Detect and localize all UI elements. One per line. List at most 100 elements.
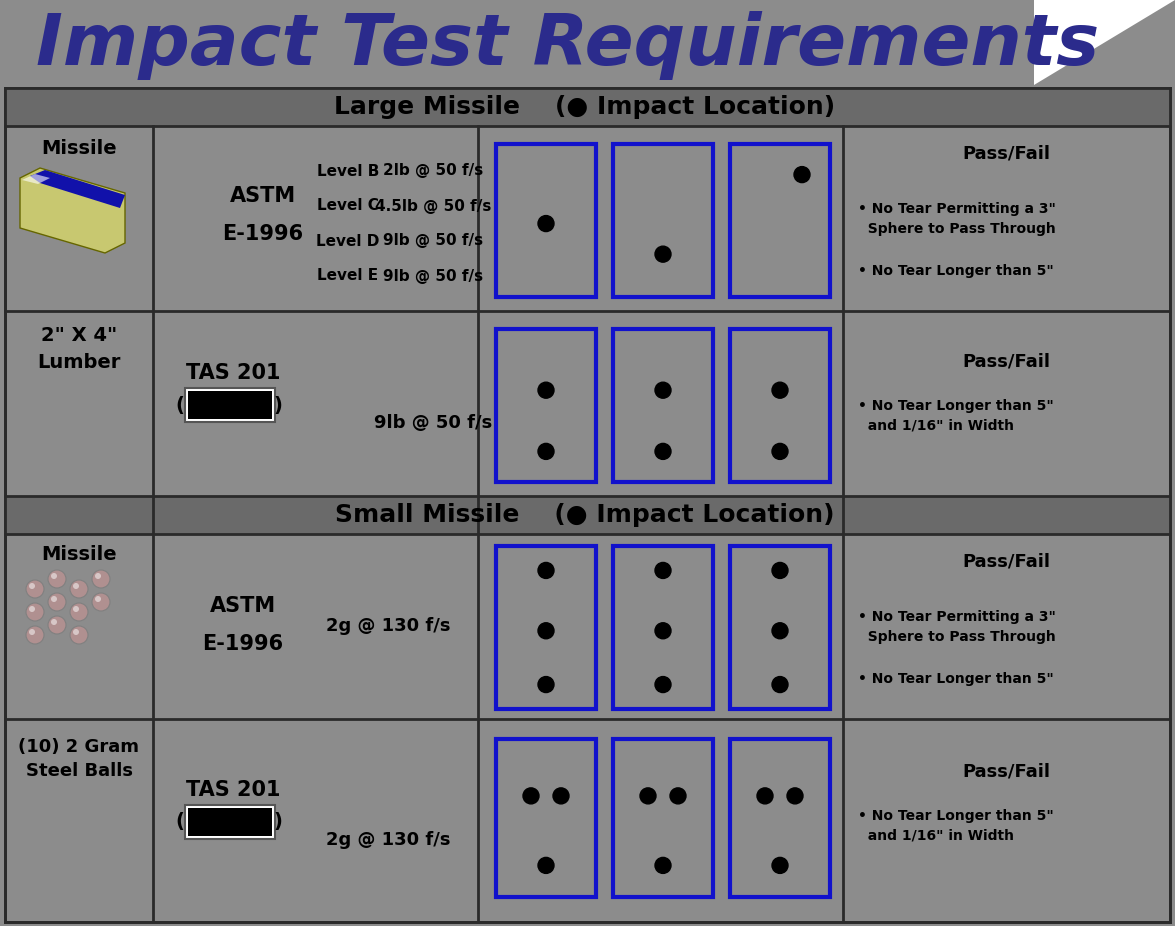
Circle shape [73, 629, 79, 635]
Text: E-1996: E-1996 [222, 224, 303, 244]
Circle shape [538, 216, 553, 232]
Text: Level E: Level E [317, 269, 378, 283]
Bar [188, 391, 271, 419]
Circle shape [51, 596, 58, 602]
Bar [613, 546, 713, 709]
Circle shape [772, 677, 788, 693]
Text: 9lb @ 50 f/s: 9lb @ 50 f/s [383, 233, 483, 248]
Circle shape [757, 788, 773, 804]
Text: TAS 201: TAS 201 [186, 780, 281, 800]
Text: (10) 2 Gram
Steel Balls: (10) 2 Gram Steel Balls [19, 737, 140, 781]
Bar [730, 739, 830, 897]
Text: 9lb @ 50 f/s: 9lb @ 50 f/s [374, 414, 492, 432]
Circle shape [26, 580, 43, 598]
Text: 2g @ 130 f/s: 2g @ 130 f/s [325, 831, 450, 849]
Text: • No Tear Longer than 5"
  and 1/16" in Width: • No Tear Longer than 5" and 1/16" in Wi… [858, 809, 1054, 843]
Polygon shape [1034, 0, 1175, 85]
Bar [5, 496, 1170, 534]
Circle shape [772, 382, 788, 398]
Text: (: ( [175, 812, 184, 832]
Text: • No Tear Longer than 5": • No Tear Longer than 5" [858, 672, 1054, 686]
Circle shape [772, 857, 788, 873]
Circle shape [26, 603, 43, 621]
Circle shape [95, 596, 101, 602]
Bar [496, 546, 596, 709]
Bar [184, 388, 275, 422]
Circle shape [654, 623, 671, 639]
Text: Pass/Fail: Pass/Fail [962, 553, 1050, 571]
Circle shape [70, 580, 88, 598]
Circle shape [538, 382, 553, 398]
Bar [613, 144, 713, 297]
Circle shape [523, 788, 539, 804]
Text: Missile: Missile [41, 544, 116, 564]
Circle shape [654, 562, 671, 579]
Bar [184, 805, 275, 839]
Circle shape [670, 788, 686, 804]
Text: • No Tear Permitting a 3"
  Sphere to Pass Through: • No Tear Permitting a 3" Sphere to Pass… [858, 610, 1056, 644]
Text: Level B: Level B [317, 164, 380, 179]
Bar [730, 329, 830, 482]
Circle shape [538, 857, 553, 873]
Circle shape [70, 626, 88, 644]
Circle shape [538, 623, 553, 639]
Circle shape [92, 593, 110, 611]
Text: 9lb @ 50 f/s: 9lb @ 50 f/s [383, 269, 483, 283]
Circle shape [654, 677, 671, 693]
Circle shape [553, 788, 569, 804]
Circle shape [73, 606, 79, 612]
Circle shape [538, 677, 553, 693]
Circle shape [51, 619, 58, 625]
Text: 2" X 4"
Lumber: 2" X 4" Lumber [38, 326, 121, 371]
Circle shape [772, 562, 788, 579]
Bar [0, 0, 1034, 85]
Text: ASTM: ASTM [210, 596, 276, 616]
Circle shape [29, 629, 35, 635]
Circle shape [772, 623, 788, 639]
Text: ): ) [274, 812, 282, 832]
Text: Pass/Fail: Pass/Fail [962, 762, 1050, 780]
Text: ): ) [274, 395, 282, 415]
Polygon shape [22, 174, 51, 184]
Circle shape [654, 246, 671, 262]
Circle shape [48, 593, 66, 611]
Bar [613, 329, 713, 482]
Circle shape [654, 382, 671, 398]
Text: • No Tear Permitting a 3"
  Sphere to Pass Through: • No Tear Permitting a 3" Sphere to Pass… [858, 202, 1056, 235]
Circle shape [640, 788, 656, 804]
Text: 4.5lb @ 50 f/s: 4.5lb @ 50 f/s [375, 198, 491, 214]
Circle shape [29, 583, 35, 589]
Text: (: ( [175, 395, 184, 415]
Circle shape [48, 570, 66, 588]
Circle shape [73, 583, 79, 589]
Circle shape [70, 603, 88, 621]
Text: TAS 201: TAS 201 [186, 363, 281, 383]
Circle shape [51, 573, 58, 579]
Text: Small Missile    (● Impact Location): Small Missile (● Impact Location) [335, 503, 834, 527]
Circle shape [772, 444, 788, 459]
Bar [496, 739, 596, 897]
Circle shape [654, 444, 671, 459]
Circle shape [794, 167, 810, 182]
Text: • No Tear Longer than 5"
  and 1/16" in Width: • No Tear Longer than 5" and 1/16" in Wi… [858, 399, 1054, 432]
Bar [496, 329, 596, 482]
Bar [730, 546, 830, 709]
Bar [613, 739, 713, 897]
Text: Missile: Missile [41, 139, 116, 157]
Circle shape [29, 606, 35, 612]
Circle shape [92, 570, 110, 588]
Text: ASTM: ASTM [230, 186, 296, 206]
Circle shape [95, 573, 101, 579]
Text: Level D: Level D [316, 233, 380, 248]
Bar [730, 144, 830, 297]
Text: Pass/Fail: Pass/Fail [962, 145, 1050, 163]
Circle shape [538, 444, 553, 459]
Text: Large Missile    (● Impact Location): Large Missile (● Impact Location) [335, 95, 835, 119]
Text: 2lb @ 50 f/s: 2lb @ 50 f/s [383, 164, 483, 179]
Polygon shape [20, 168, 125, 253]
Text: E-1996: E-1996 [202, 634, 283, 654]
Circle shape [48, 616, 66, 634]
Circle shape [654, 857, 671, 873]
Text: Level C: Level C [317, 198, 378, 214]
Bar [188, 808, 271, 836]
